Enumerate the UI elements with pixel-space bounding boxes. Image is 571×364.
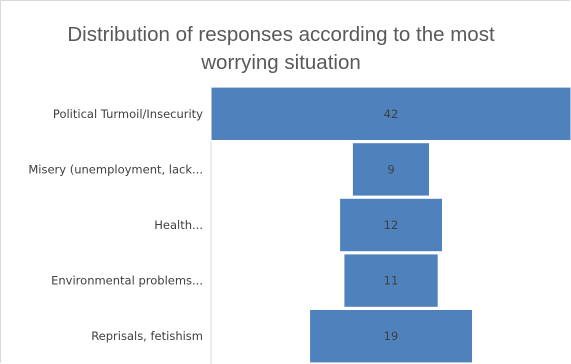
bar-0 (210, 86, 571, 141)
chart-title-line-2: worrying situation (201, 51, 361, 74)
data-label-3: 11 (384, 274, 399, 288)
chart-title: Distribution of responses according to t… (21, 21, 541, 77)
bar-4 (309, 309, 473, 364)
data-label-4: 19 (384, 329, 399, 343)
category-label-4: Reprisals, fetishism (91, 329, 203, 343)
data-label-2: 12 (384, 218, 399, 232)
bar-2 (339, 197, 444, 253)
data-label-1: 9 (387, 162, 394, 176)
chart-title-line-1: Distribution of responses according to t… (67, 23, 495, 46)
bar-3 (343, 253, 439, 308)
data-label-0: 42 (384, 107, 399, 121)
category-label-1: Misery (unemployment, lack... (28, 162, 203, 176)
category-label-3: Environmental problems... (51, 274, 203, 288)
category-label-2: Health... (154, 218, 203, 232)
bar-1 (351, 142, 430, 197)
category-label-0: Political Turmoil/Insecurity (53, 107, 203, 121)
